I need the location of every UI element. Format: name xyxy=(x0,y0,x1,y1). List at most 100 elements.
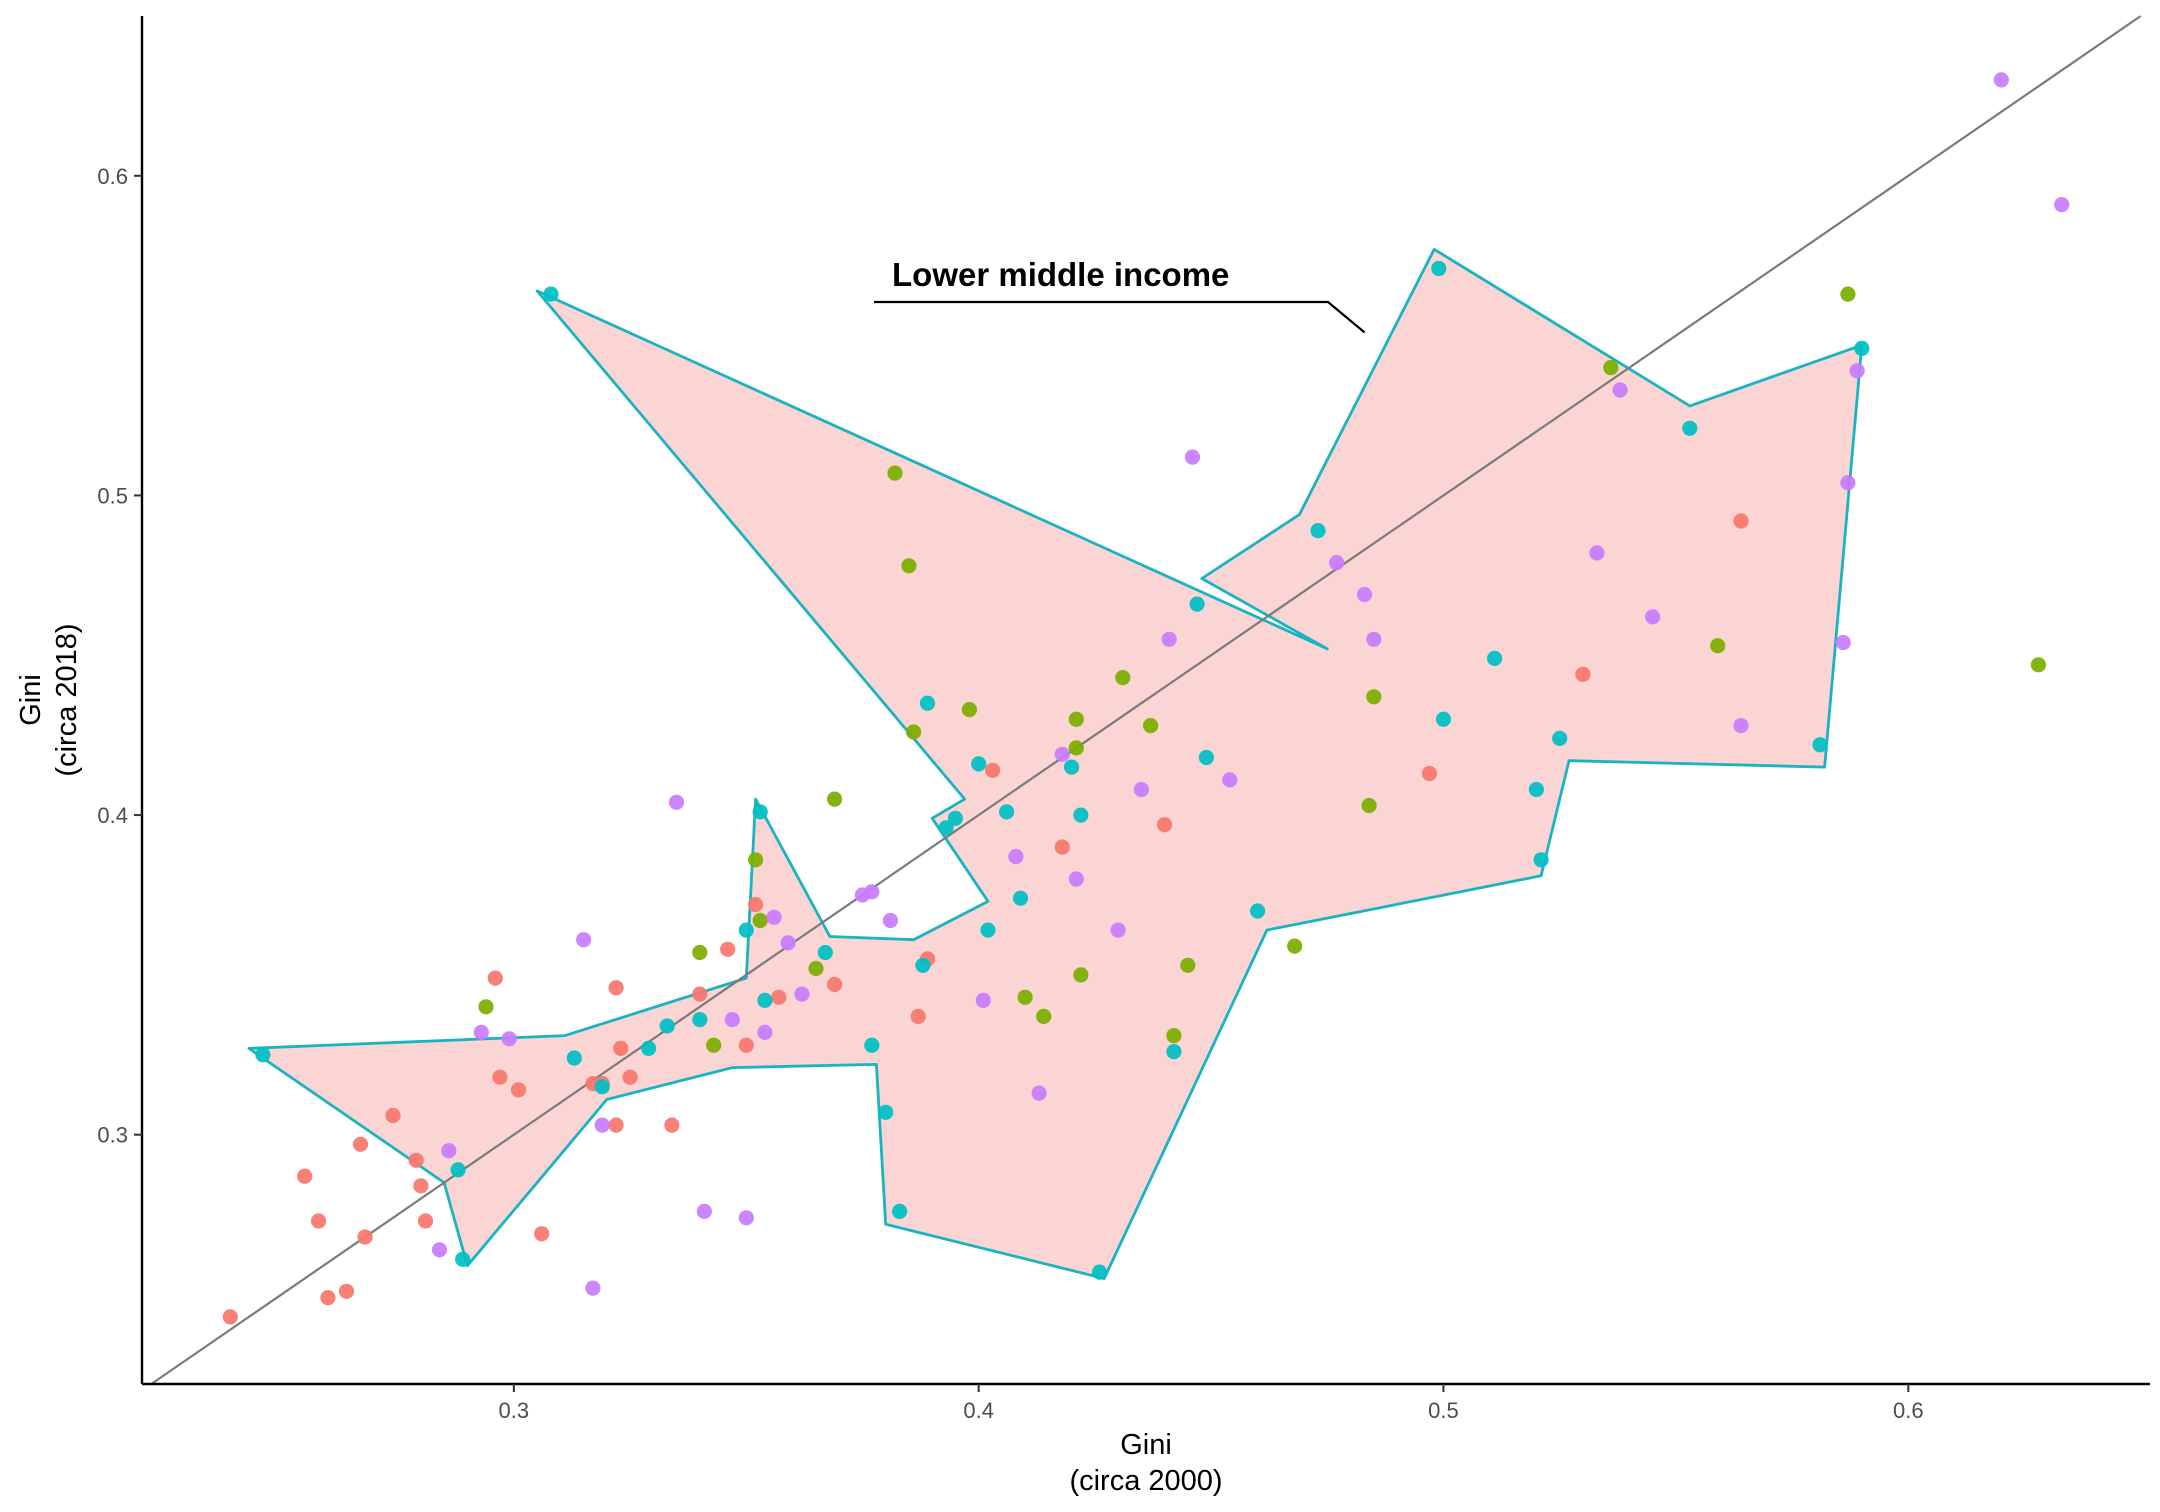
data-point xyxy=(297,1168,313,1184)
data-point xyxy=(910,1008,926,1024)
data-point xyxy=(971,756,987,772)
data-point xyxy=(757,1024,773,1040)
data-point xyxy=(1552,730,1568,747)
data-point xyxy=(1366,631,1382,647)
data-point xyxy=(1036,1008,1052,1024)
data-point xyxy=(1073,967,1089,983)
data-point xyxy=(385,1107,401,1124)
data-point xyxy=(827,976,843,993)
data-point xyxy=(1198,749,1214,766)
data-point xyxy=(1329,555,1345,571)
data-point xyxy=(692,944,708,961)
data-point xyxy=(1589,545,1605,561)
data-point xyxy=(780,935,796,951)
reference-line-layer xyxy=(150,15,2142,1385)
data-point xyxy=(668,794,685,810)
data-point xyxy=(222,1309,238,1325)
identity-line xyxy=(150,15,2142,1385)
data-point xyxy=(1835,634,1851,651)
data-point xyxy=(947,810,964,826)
data-point xyxy=(1645,609,1661,625)
data-point xyxy=(1012,890,1029,906)
y-axis-title: Gini (circa 2018) xyxy=(15,623,83,776)
data-point xyxy=(1710,638,1726,654)
data-point xyxy=(692,986,708,1002)
data-point xyxy=(1143,718,1159,734)
annotation-layer: Lower middle income xyxy=(874,256,1366,334)
data-point xyxy=(808,960,824,977)
data-point xyxy=(1110,922,1126,938)
data-point xyxy=(1222,772,1238,788)
data-point xyxy=(892,1203,908,1219)
data-point xyxy=(417,1213,434,1229)
data-point xyxy=(478,999,494,1015)
data-point xyxy=(1189,596,1205,612)
hull-layer xyxy=(247,247,1864,1280)
data-point xyxy=(919,695,936,711)
data-point xyxy=(752,804,768,820)
data-point xyxy=(608,980,624,996)
data-point xyxy=(501,1031,517,1047)
data-point xyxy=(720,941,736,957)
data-point xyxy=(864,1037,880,1053)
data-point xyxy=(576,932,592,948)
data-point xyxy=(311,1213,327,1229)
data-point xyxy=(706,1037,722,1053)
data-point xyxy=(1993,72,2009,88)
data-point xyxy=(1612,382,1628,398)
data-point xyxy=(794,986,810,1002)
data-point xyxy=(738,922,754,938)
data-point xyxy=(1157,817,1173,833)
data-point xyxy=(1849,363,1865,379)
y-tick-label: 0.5 xyxy=(97,483,128,508)
data-point xyxy=(1068,871,1084,887)
data-point xyxy=(1733,513,1749,529)
data-point xyxy=(608,1117,624,1133)
data-point xyxy=(1054,746,1070,762)
data-point xyxy=(999,804,1015,820)
data-point xyxy=(455,1251,471,1267)
data-point xyxy=(2054,197,2070,213)
axes-layer: 0.3 0.4 0.5 0.6 0.3 0.4 0.5 0.6 xyxy=(97,16,2150,1423)
data-point xyxy=(901,558,917,574)
data-point xyxy=(1533,852,1549,868)
data-point xyxy=(441,1143,457,1159)
data-point xyxy=(664,1117,680,1133)
x-axis-title-line-2: (circa 2000) xyxy=(1069,1465,1222,1497)
data-point xyxy=(622,1069,638,1085)
data-point xyxy=(1575,666,1591,683)
data-point xyxy=(2030,657,2046,673)
data-point xyxy=(1603,360,1619,376)
data-point xyxy=(1366,689,1382,705)
y-tick-label: 0.4 xyxy=(97,803,128,828)
data-point xyxy=(975,992,991,1009)
data-point xyxy=(1361,797,1377,814)
data-point xyxy=(1166,1044,1182,1060)
data-point xyxy=(1068,711,1084,727)
x-tick-label: 0.5 xyxy=(1428,1398,1459,1423)
data-point xyxy=(757,992,773,1009)
data-point xyxy=(1068,740,1084,756)
data-point xyxy=(1435,711,1452,727)
x-tick-label: 0.4 xyxy=(963,1398,994,1423)
x-axis-title: Gini (circa 2000) xyxy=(1069,1429,1222,1497)
data-point xyxy=(613,1040,629,1056)
data-point xyxy=(817,944,833,961)
data-point xyxy=(766,909,782,925)
data-point xyxy=(748,852,764,868)
data-point xyxy=(255,1047,271,1063)
data-point xyxy=(659,1018,675,1034)
annotation-label: Lower middle income xyxy=(892,256,1229,293)
data-point xyxy=(882,912,899,929)
data-point xyxy=(1091,1264,1108,1280)
y-tick-label: 0.6 xyxy=(97,164,128,189)
x-tick-label: 0.3 xyxy=(499,1398,530,1423)
data-point xyxy=(1431,260,1447,277)
data-point xyxy=(450,1162,466,1178)
data-point xyxy=(510,1082,527,1098)
data-point xyxy=(408,1152,424,1168)
points-layer xyxy=(222,72,2070,1325)
data-point xyxy=(738,1037,754,1053)
data-point xyxy=(585,1280,601,1296)
